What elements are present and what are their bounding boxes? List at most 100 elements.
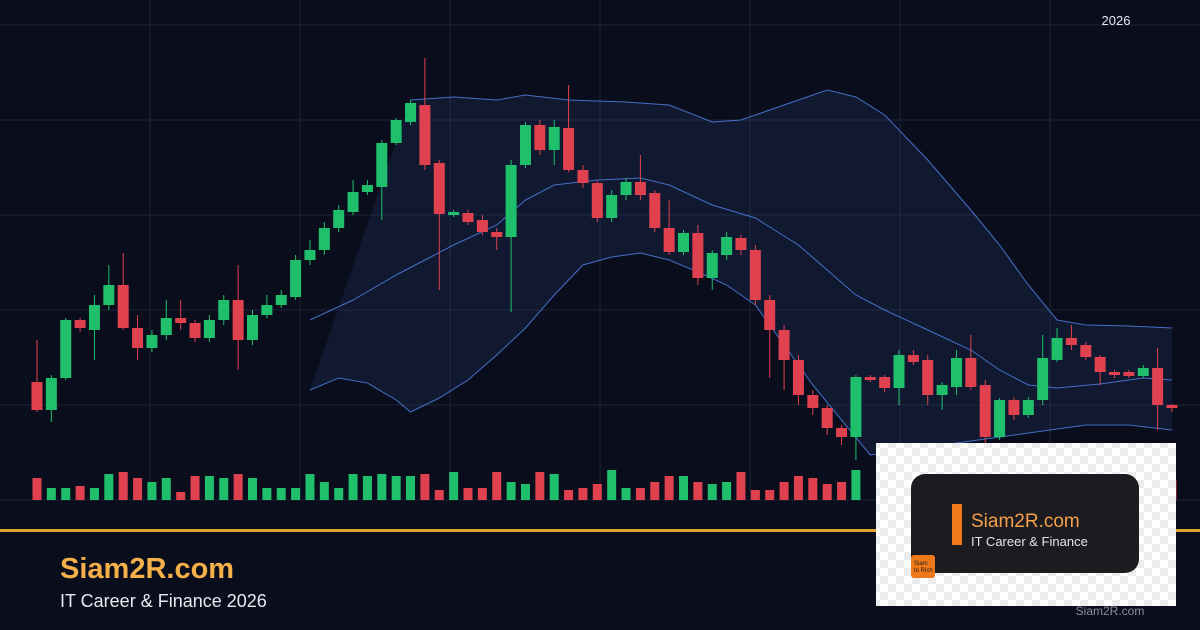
volume-bar [305, 474, 315, 500]
candle-body [678, 233, 690, 252]
volume-bar [750, 490, 760, 500]
candle-body [132, 328, 144, 348]
candle-body [1123, 372, 1135, 376]
candle-body [563, 128, 575, 170]
candle-body [907, 355, 919, 362]
candle-body [31, 382, 43, 410]
candle-body [1022, 400, 1034, 415]
candle-body [203, 320, 215, 338]
volume-bar [578, 488, 588, 500]
volume-bar [204, 476, 214, 500]
candle-body [821, 408, 833, 428]
candle-body [74, 320, 86, 328]
candle-body [45, 378, 57, 410]
candle-body [836, 428, 848, 437]
volume-bar [391, 476, 401, 500]
brand-name: Siam2R.com [60, 553, 234, 585]
volume-bar [564, 490, 574, 500]
volume-bar [808, 478, 818, 500]
candle-body [519, 125, 531, 165]
volume-bar [549, 474, 559, 500]
volume-bar [75, 486, 85, 500]
divider [0, 529, 1200, 532]
volume-bar [635, 488, 645, 500]
candle-body [261, 305, 273, 315]
volume-bar [679, 476, 689, 500]
volume-bar [693, 482, 703, 500]
candle-body [1166, 405, 1178, 408]
candle-body [218, 300, 230, 320]
candle-body [936, 385, 948, 395]
volume-bar [822, 484, 832, 500]
candle-body [792, 360, 804, 395]
candle-body [304, 250, 316, 260]
volume-bar [664, 476, 674, 500]
candle-body [505, 165, 517, 237]
volume-bar [492, 472, 502, 500]
candle-body [60, 320, 72, 378]
candle-body [994, 400, 1006, 437]
candle-body [189, 323, 201, 338]
candle-body [606, 195, 618, 218]
candle-body [965, 358, 977, 387]
candle-body [462, 213, 474, 222]
candle-body [879, 377, 891, 388]
volume-bar [449, 472, 459, 500]
candle-body [1137, 368, 1149, 376]
volume-bar [362, 476, 372, 500]
candle-body [850, 377, 862, 437]
volume-bar [89, 488, 99, 500]
volume-bar [233, 474, 243, 500]
candle-body [1051, 338, 1063, 360]
volume-bar [133, 478, 143, 500]
band-line [410, 89, 1173, 329]
candle-body [922, 360, 934, 395]
candle-body [476, 220, 488, 232]
volume-bar [765, 490, 775, 500]
candle-body [1008, 400, 1020, 415]
brand-tagline: IT Career & Finance 2026 [60, 591, 267, 611]
volume-bar [592, 484, 602, 500]
candle-body [620, 182, 632, 195]
volume-bar [607, 470, 617, 500]
candle-body [979, 385, 991, 437]
volume-bar [736, 472, 746, 500]
card-subtitle: IT Career & Finance [971, 534, 1088, 549]
logo-card: Siam2R.com IT Career & Finance Siam to R… [876, 443, 1176, 606]
candle-body [591, 183, 603, 218]
volume-bar [650, 482, 660, 500]
volume-bar [61, 488, 71, 500]
card [911, 474, 1139, 573]
volume-bar [348, 474, 358, 500]
volume-bar [707, 484, 717, 500]
candle-body [175, 318, 187, 323]
candle-body [275, 295, 287, 305]
candle-body [405, 103, 417, 122]
mini-logo-text: to Rich [914, 568, 933, 574]
candle-body [649, 193, 661, 228]
candle-body [333, 210, 345, 228]
volume-bar [621, 488, 631, 500]
volume-bar [219, 478, 229, 500]
volume-bar [46, 488, 56, 500]
volume-bar [722, 482, 732, 500]
candle-body [1094, 357, 1106, 372]
candle-body [1152, 368, 1164, 405]
volume-bar [147, 482, 157, 500]
candle-body [376, 143, 388, 187]
volume-bar [520, 484, 530, 500]
mini-logo [911, 555, 935, 578]
volume-bar [32, 478, 42, 500]
volume-bar [377, 474, 387, 500]
candle-body [146, 335, 158, 348]
volume-bar [291, 488, 301, 500]
candle-body [749, 250, 761, 300]
candle-body [706, 253, 718, 278]
volume-bar [319, 482, 329, 500]
candle-body [390, 120, 402, 143]
volume-bar [334, 488, 344, 500]
candle-body [764, 300, 776, 330]
band-line [309, 177, 1173, 389]
volume-bar [506, 482, 516, 500]
